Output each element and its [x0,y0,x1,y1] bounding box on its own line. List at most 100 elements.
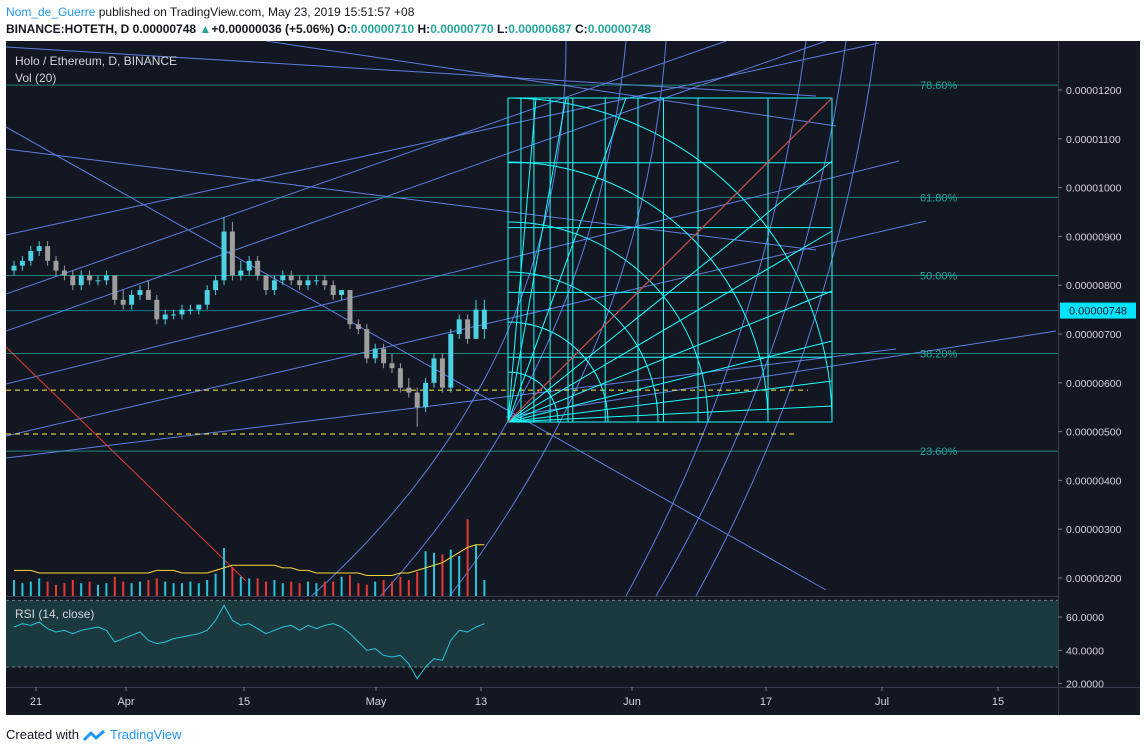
candle-body [271,280,277,291]
candle-body [439,358,445,388]
volume-bar [130,583,133,596]
candle-body [481,309,487,330]
time-tick-label: 15 [238,696,250,708]
time-axis[interactable]: 21 Apr 15 May 13 Jun 17 Jul 15 [30,687,1004,708]
volume-bar [239,576,242,596]
tradingview-logo-icon [82,729,105,741]
fib-level-label: 38.20% [920,349,958,361]
main-pane [6,41,1058,596]
volume-bar [80,583,83,596]
volume-bar [13,580,15,596]
candle-body [112,275,118,300]
volume-bar [382,580,385,596]
volume-bar [298,583,301,596]
price-axis[interactable]: 0.00001200 0.00001100 0.00001000 0.00000900… [1058,85,1122,585]
gann-fan-ray [507,380,833,423]
trend-line [505,330,1057,418]
candle-body [145,290,151,300]
rsi-axis[interactable]: 60.0000 40.0000 20.0000 [1058,612,1104,691]
time-tick-label: Apr [117,696,134,708]
candle-body [465,319,471,339]
time-tick-label: 21 [30,696,42,708]
close-label: C: [575,22,588,36]
volume-bar [197,583,200,596]
volume-bar [189,581,192,596]
volume-bar [46,581,49,596]
candle-body [204,290,210,305]
footer[interactable]: Created with TradingView [6,727,182,742]
time-tick-label: May [366,696,387,708]
volume-bar [424,551,427,596]
volume-bar [248,578,251,596]
candle-body [364,329,370,359]
fib-level-label: 23.60% [920,446,958,458]
price-badge: 0.00000748 [1060,302,1136,319]
gann-fan-ray [507,97,537,423]
candle-body [129,294,135,305]
rsi-band [6,600,1058,667]
trend-line [265,41,837,127]
time-tick-label: 15 [992,696,1004,708]
candle-body [431,358,437,383]
price-tick-label: 0.00001200 [1066,85,1122,97]
candle-body [297,280,303,286]
candle-body [406,387,412,393]
last-price: 0.00000748 [132,22,197,36]
volume-bar [433,552,435,596]
candle-body [19,260,25,266]
volume-bar [399,576,402,596]
up-arrow-icon: ▲ [199,22,212,36]
volume-bar [365,584,368,596]
trend-curve [449,41,667,596]
volume-bar [307,581,309,596]
candle-body [70,275,76,286]
candle-body [95,280,101,282]
candle-body [246,260,252,271]
volume-bar [449,549,452,596]
open-label: O: [337,22,351,36]
candle-body [263,275,269,291]
gann-fan-ray [507,97,567,423]
volume-bar [281,583,284,596]
gann-fan [507,97,833,423]
candle-body [355,324,361,330]
candle-body [347,290,353,325]
volume-bar [357,583,360,596]
volume-bar [181,583,183,596]
publish-line: Nom_de_Guerre published on TradingView.c… [6,5,414,19]
symbol-line: BINANCE:HOTETH, D 0.00000748 ▲+0.0000003… [6,22,651,36]
volume-legend: Vol (20) [15,71,56,85]
trend-line [6,348,897,459]
candle-body [221,231,227,281]
high-label: H: [417,22,431,36]
rsi-tick-label: 40.0000 [1066,645,1104,657]
fib-level-label: 61.80% [920,192,958,204]
volume-bar [407,580,410,596]
volume-bar [105,583,108,596]
time-tick-label: Jul [875,696,889,708]
candle-body [11,265,17,271]
candle-body [78,275,84,286]
candle-body [238,270,244,276]
chart-area[interactable]: 78.60% 61.80% 50.00% 38.20% 23.60% 0.0000120… [6,41,1140,715]
chart-svg[interactable]: 78.60% 61.80% 50.00% 38.20% 23.60% 0.0000120… [6,41,1140,715]
volume-bar [332,581,335,596]
rsi-tick-label: 60.0000 [1066,612,1104,624]
volume-bar [155,578,158,596]
trend-line [6,126,827,591]
trend-curve [379,41,627,596]
volume-bar [323,581,326,596]
candle-body [389,363,395,369]
volume-bar [391,581,393,596]
trend-line [6,42,880,236]
rsi-tick-label: 20.0000 [1066,679,1104,691]
author-link[interactable]: Nom_de_Guerre [6,5,96,19]
price-badge-text: 0.00000748 [1069,306,1127,318]
volume-bar [214,573,217,596]
volume-bar [290,581,293,596]
candle-body [171,314,177,316]
tradingview-brand[interactable]: TradingView [110,727,182,742]
candle-body [45,246,51,261]
candle-body [414,392,420,408]
volume-bars [13,519,486,596]
